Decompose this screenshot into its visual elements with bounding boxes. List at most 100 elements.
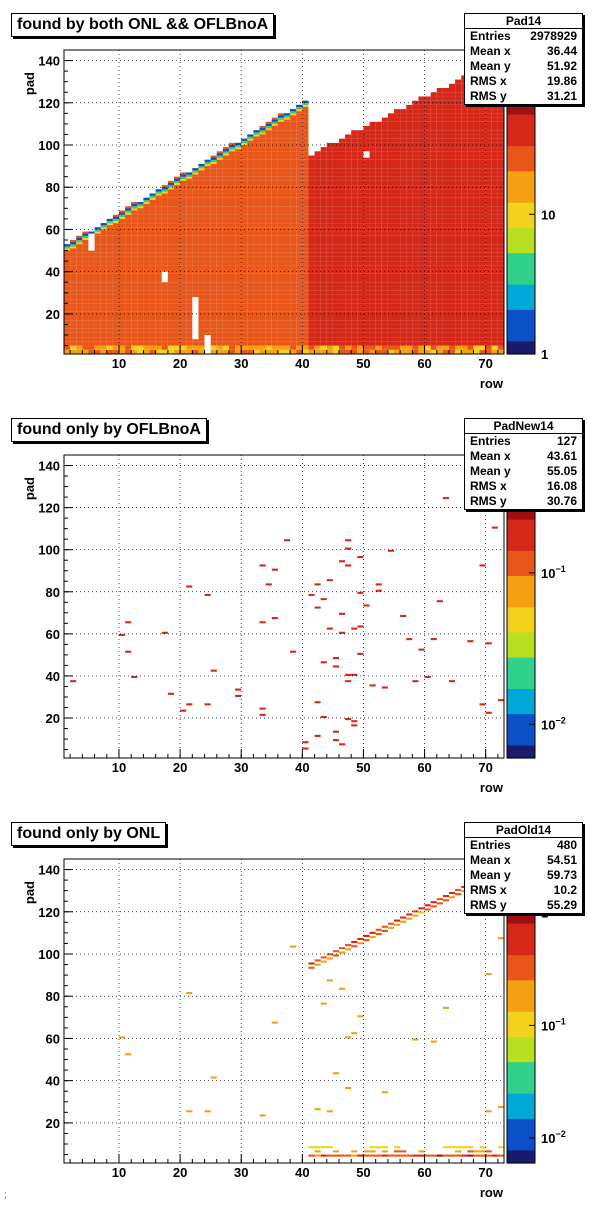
heatmap-cell <box>467 294 474 300</box>
heatmap-cell <box>222 172 229 177</box>
heatmap-cell <box>473 206 480 211</box>
heatmap-cell <box>473 341 480 346</box>
data-point <box>406 917 413 920</box>
heatmap-cell <box>112 307 119 312</box>
heatmap-cell <box>339 244 346 249</box>
heatmap-cell <box>387 328 394 333</box>
heatmap-cell <box>290 316 297 321</box>
heatmap-cell <box>473 214 480 219</box>
heatmap-cell <box>222 307 229 312</box>
heatmap-cell <box>412 172 419 177</box>
heatmap-cell <box>186 303 193 308</box>
heatmap-cell <box>167 269 174 274</box>
heatmap-cell <box>112 221 119 224</box>
color-scale-cell <box>507 917 535 925</box>
heatmap-cell <box>375 176 382 181</box>
heatmap-cell <box>394 299 401 304</box>
heatmap-cell <box>351 142 358 148</box>
heatmap-cell <box>442 214 449 219</box>
heatmap-cell <box>284 337 291 342</box>
heatmap-cell <box>442 349 449 354</box>
heatmap-cell <box>277 316 284 321</box>
heatmap-cell <box>314 231 321 236</box>
heatmap-cell <box>271 123 278 126</box>
data-point <box>351 1032 358 1035</box>
heatmap-cell <box>455 328 462 333</box>
heatmap-cell <box>229 349 236 354</box>
heatmap-cell <box>326 248 333 253</box>
heatmap-cell <box>497 303 504 308</box>
heatmap-cell <box>82 240 89 245</box>
heatmap-cell <box>320 256 327 262</box>
heatmap-cell <box>351 134 358 139</box>
heatmap-cell <box>412 202 419 207</box>
y-tick-label: 80 <box>46 585 60 600</box>
heatmap-cell <box>186 231 193 236</box>
heatmap-cell <box>497 320 504 325</box>
heatmap-cell <box>497 341 504 346</box>
heatmap-cell <box>461 159 468 164</box>
heatmap-cell <box>424 261 431 266</box>
heatmap-cell <box>198 166 205 169</box>
heatmap-cell <box>473 180 480 186</box>
heatmap-cell <box>369 349 376 354</box>
heatmap-cell <box>449 189 456 194</box>
heatmap-cell <box>394 252 401 257</box>
heatmap-cell <box>491 261 498 266</box>
heatmap-cell <box>241 172 248 177</box>
heatmap-cell <box>320 328 327 333</box>
heatmap-cell <box>455 307 462 312</box>
heatmap-cell <box>436 273 443 278</box>
data-point <box>345 944 352 947</box>
heatmap-cell <box>467 265 474 270</box>
heatmap-cell <box>436 349 443 354</box>
heatmap-cell <box>449 88 456 93</box>
heatmap-cell <box>357 337 364 342</box>
x-tick-label: 10 <box>112 760 126 775</box>
heatmap-cell <box>375 286 382 291</box>
data-point <box>332 739 339 742</box>
heatmap-cell <box>174 311 181 316</box>
heatmap-cell <box>424 176 431 181</box>
heatmap-cell <box>485 324 492 329</box>
heatmap-cell <box>204 290 211 295</box>
heatmap-cell <box>174 345 181 350</box>
heatmap-cell <box>229 256 236 262</box>
heatmap-cell <box>174 294 181 300</box>
heatmap-cell <box>314 168 321 173</box>
heatmap-cell <box>296 294 303 300</box>
heatmap-cell <box>180 174 187 177</box>
heatmap-cell <box>449 278 456 283</box>
heatmap-cell <box>222 256 229 262</box>
heatmap-cell <box>290 261 297 266</box>
heatmap-cell <box>339 265 346 270</box>
data-point <box>449 1154 456 1157</box>
heatmap-cell <box>229 193 236 198</box>
heatmap-cell <box>198 282 205 287</box>
heatmap-cell <box>400 134 407 139</box>
heatmap-cell <box>345 240 352 245</box>
heatmap-cell <box>82 252 89 257</box>
heatmap-cell <box>369 261 376 266</box>
heatmap-cell <box>94 311 101 316</box>
heatmap-cell <box>467 252 474 257</box>
heatmap-cell <box>326 244 333 249</box>
heatmap-cell <box>387 252 394 257</box>
heatmap-cell <box>235 147 242 150</box>
heatmap-cell <box>180 282 187 287</box>
heatmap-cell <box>180 235 187 240</box>
heatmap-cell <box>106 324 113 329</box>
heatmap-cell <box>284 155 291 160</box>
heatmap-cell <box>143 197 150 200</box>
heatmap-cell <box>216 227 223 232</box>
heatmap-cell <box>180 227 187 232</box>
heatmap-cell <box>271 286 278 291</box>
heatmap-cell <box>186 189 193 194</box>
heatmap-cell <box>82 256 89 262</box>
heatmap-cell <box>479 273 486 278</box>
heatmap-cell <box>461 265 468 270</box>
heatmap-cell <box>284 113 291 116</box>
heatmap-cell <box>467 202 474 207</box>
color-scale-cell <box>507 1125 535 1133</box>
heatmap-cell <box>394 240 401 245</box>
